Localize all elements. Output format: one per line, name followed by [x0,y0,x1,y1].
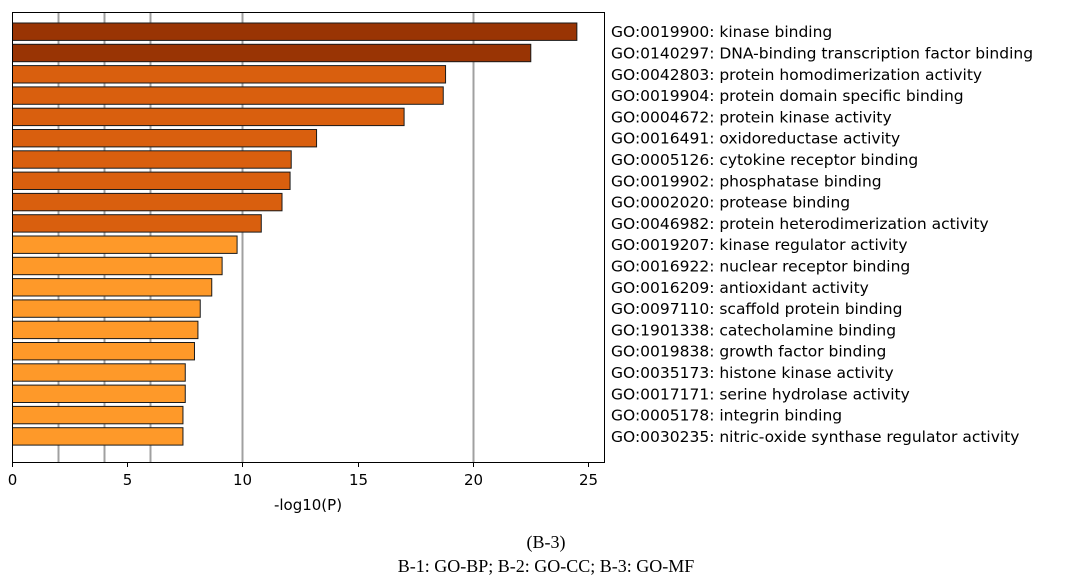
bars [12,22,578,446]
bar-7 [12,150,292,169]
category-label-10: GO:0046982: protein heterodimerization a… [611,215,989,233]
category-label-12: GO:0016922: nuclear receptor binding [611,258,910,276]
bar-5 [12,107,405,127]
category-label-4: GO:0019904: protein domain specific bind… [611,87,964,105]
x-tick-label-5: 5 [123,471,133,489]
category-label-11: GO:0019207: kinase regulator activity [611,236,908,254]
bar-15 [12,320,199,340]
x-tick-label-10: 10 [233,471,252,489]
bar-14 [12,299,201,318]
x-tick-label-25: 25 [579,471,598,489]
category-label-3: GO:0042803: protein homodimerization act… [611,66,982,84]
bar-13 [12,278,213,297]
category-label-14: GO:0097110: scaffold protein binding [611,300,902,318]
bar-12 [12,256,223,276]
bar-11 [12,235,238,254]
x-axis-ticks: 0 5 10 15 20 25 [8,462,598,489]
bar-16 [12,342,195,361]
category-label-9: GO:0002020: protease binding [611,194,850,212]
category-label-13: GO:0016209: antioxidant activity [611,279,869,297]
category-label-17: GO:0035173: histone kinase activity [611,364,894,382]
x-tick-label-0: 0 [8,471,18,489]
bar-19 [12,405,184,425]
plot-frame [12,12,605,463]
x-tick-label-20: 20 [464,471,483,489]
bar-6 [12,129,318,148]
bar-4 [12,86,444,105]
x-tick-label-15: 15 [349,471,368,489]
bar-17 [12,363,186,382]
category-label-15: GO:1901338: catecholamine binding [611,321,896,339]
bar-8 [12,171,291,191]
bar-1 [12,22,578,41]
category-label-8: GO:0019902: phosphatase binding [611,172,882,190]
category-labels: GO:0019900: kinase binding GO:0140297: DN… [611,23,1033,446]
figure-caption: (B-3) B-1: GO-BP; B-2: GO-CC; B-3: GO-MF [0,530,1092,578]
category-label-7: GO:0005126: cytokine receptor binding [611,151,918,169]
figure-label: (B-3) [526,532,566,552]
bar-9 [12,192,283,212]
enrichment-bar-chart: 0 5 10 15 20 25 GO:0019900: kinase bindingGO:… [8,12,1033,514]
category-label-1: GO:0019900: kinase binding [611,23,832,41]
x-axis-label: -log10(P) [274,496,342,514]
category-label-16: GO:0019838: growth factor binding [611,343,886,361]
figure-note: B-1: GO-BP; B-2: GO-CC; B-3: GO-MF [397,556,695,576]
category-label-5: GO:0004672: protein kinase activity [611,108,892,126]
category-label-18: GO:0017171: serine hydrolase activity [611,385,910,403]
bar-18 [12,384,186,404]
bar-20 [12,427,184,446]
bar-2 [12,43,532,63]
category-label-6: GO:0016491: oxidoreductase activity [611,130,900,148]
category-label-19: GO:0005178: integrin binding [611,407,842,425]
category-label-2: GO:0140297: DNA-binding transcription fa… [611,45,1033,63]
bar-10 [12,214,262,233]
category-label-20: GO:0030235: nitric-oxide synthase regula… [611,428,1019,446]
bar-3 [12,65,447,84]
